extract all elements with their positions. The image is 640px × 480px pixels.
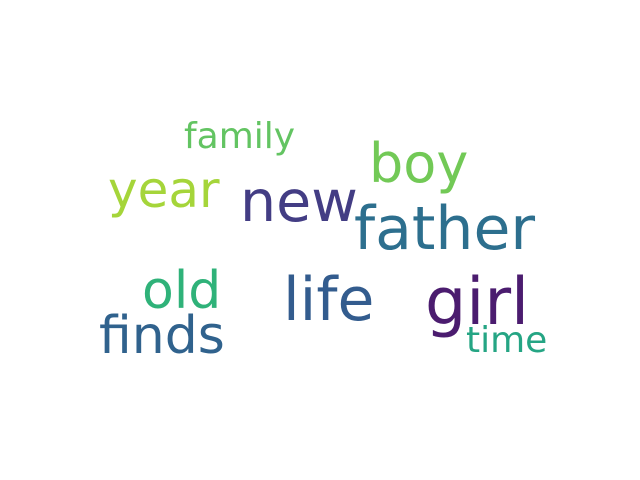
word-father: father <box>354 194 536 264</box>
word-girl: girl <box>425 265 530 340</box>
word-boy: boy <box>369 132 469 195</box>
word-life: life <box>283 265 375 335</box>
word-finds: finds <box>99 306 225 366</box>
word-family: family <box>184 116 296 157</box>
word-year: year <box>108 161 220 219</box>
word-time: time <box>466 320 548 361</box>
word-new: new <box>240 169 358 235</box>
word-old: old <box>142 261 222 321</box>
